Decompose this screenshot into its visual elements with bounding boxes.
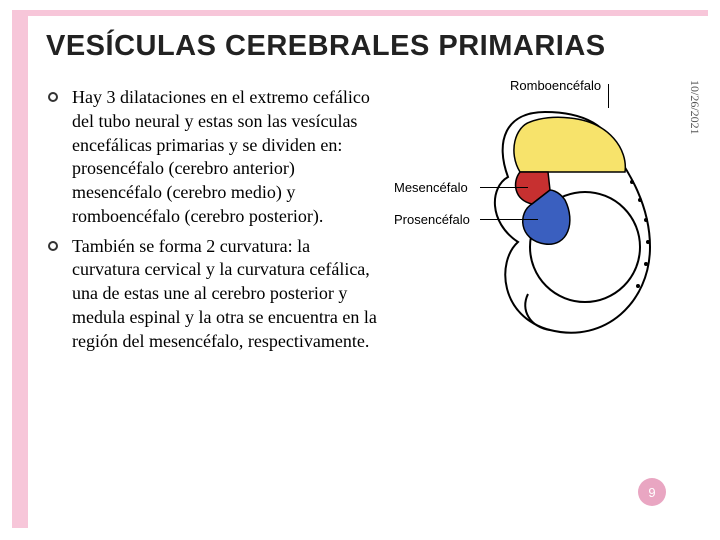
somite-dot	[646, 240, 650, 244]
leader-line	[480, 187, 528, 188]
figure-label-prosencefalo: Prosencéfalo	[394, 212, 470, 227]
somite-dot	[644, 218, 648, 222]
accent-bar-left	[12, 10, 28, 528]
slide: VESÍCULAS CEREBRALES PRIMARIAS 10/26/202…	[0, 0, 720, 540]
figure-label-mesencefalo: Mesencéfalo	[394, 180, 468, 195]
figure-label-romboencefalo: Romboencéfalo	[510, 78, 601, 93]
leader-line	[608, 84, 609, 108]
vesicle-romboencefalo	[514, 117, 625, 172]
somite-dot	[638, 198, 642, 202]
accent-bar-top	[12, 10, 708, 16]
somite-dot	[636, 284, 640, 288]
bullet-icon	[48, 92, 58, 102]
bullet-icon	[48, 241, 58, 251]
leader-line	[480, 219, 538, 220]
bullet-text: También se forma 2 curvatura: la curvatu…	[72, 235, 380, 354]
list-item: Hay 3 dilataciones en el extremo cefálic…	[48, 86, 380, 229]
page-number: 9	[648, 485, 655, 500]
bullet-text: Hay 3 dilataciones en el extremo cefálic…	[72, 86, 380, 229]
somite-dot	[630, 180, 634, 184]
page-number-badge: 9	[638, 478, 666, 506]
bullet-list: Hay 3 dilataciones en el extremo cefálic…	[48, 86, 380, 359]
somite-dot	[644, 262, 648, 266]
embryo-figure: Romboencéfalo Mesencéfalo Prosencéfalo	[400, 72, 690, 362]
list-item: También se forma 2 curvatura: la curvatu…	[48, 235, 380, 354]
slide-title: VESÍCULAS CEREBRALES PRIMARIAS	[46, 30, 690, 63]
